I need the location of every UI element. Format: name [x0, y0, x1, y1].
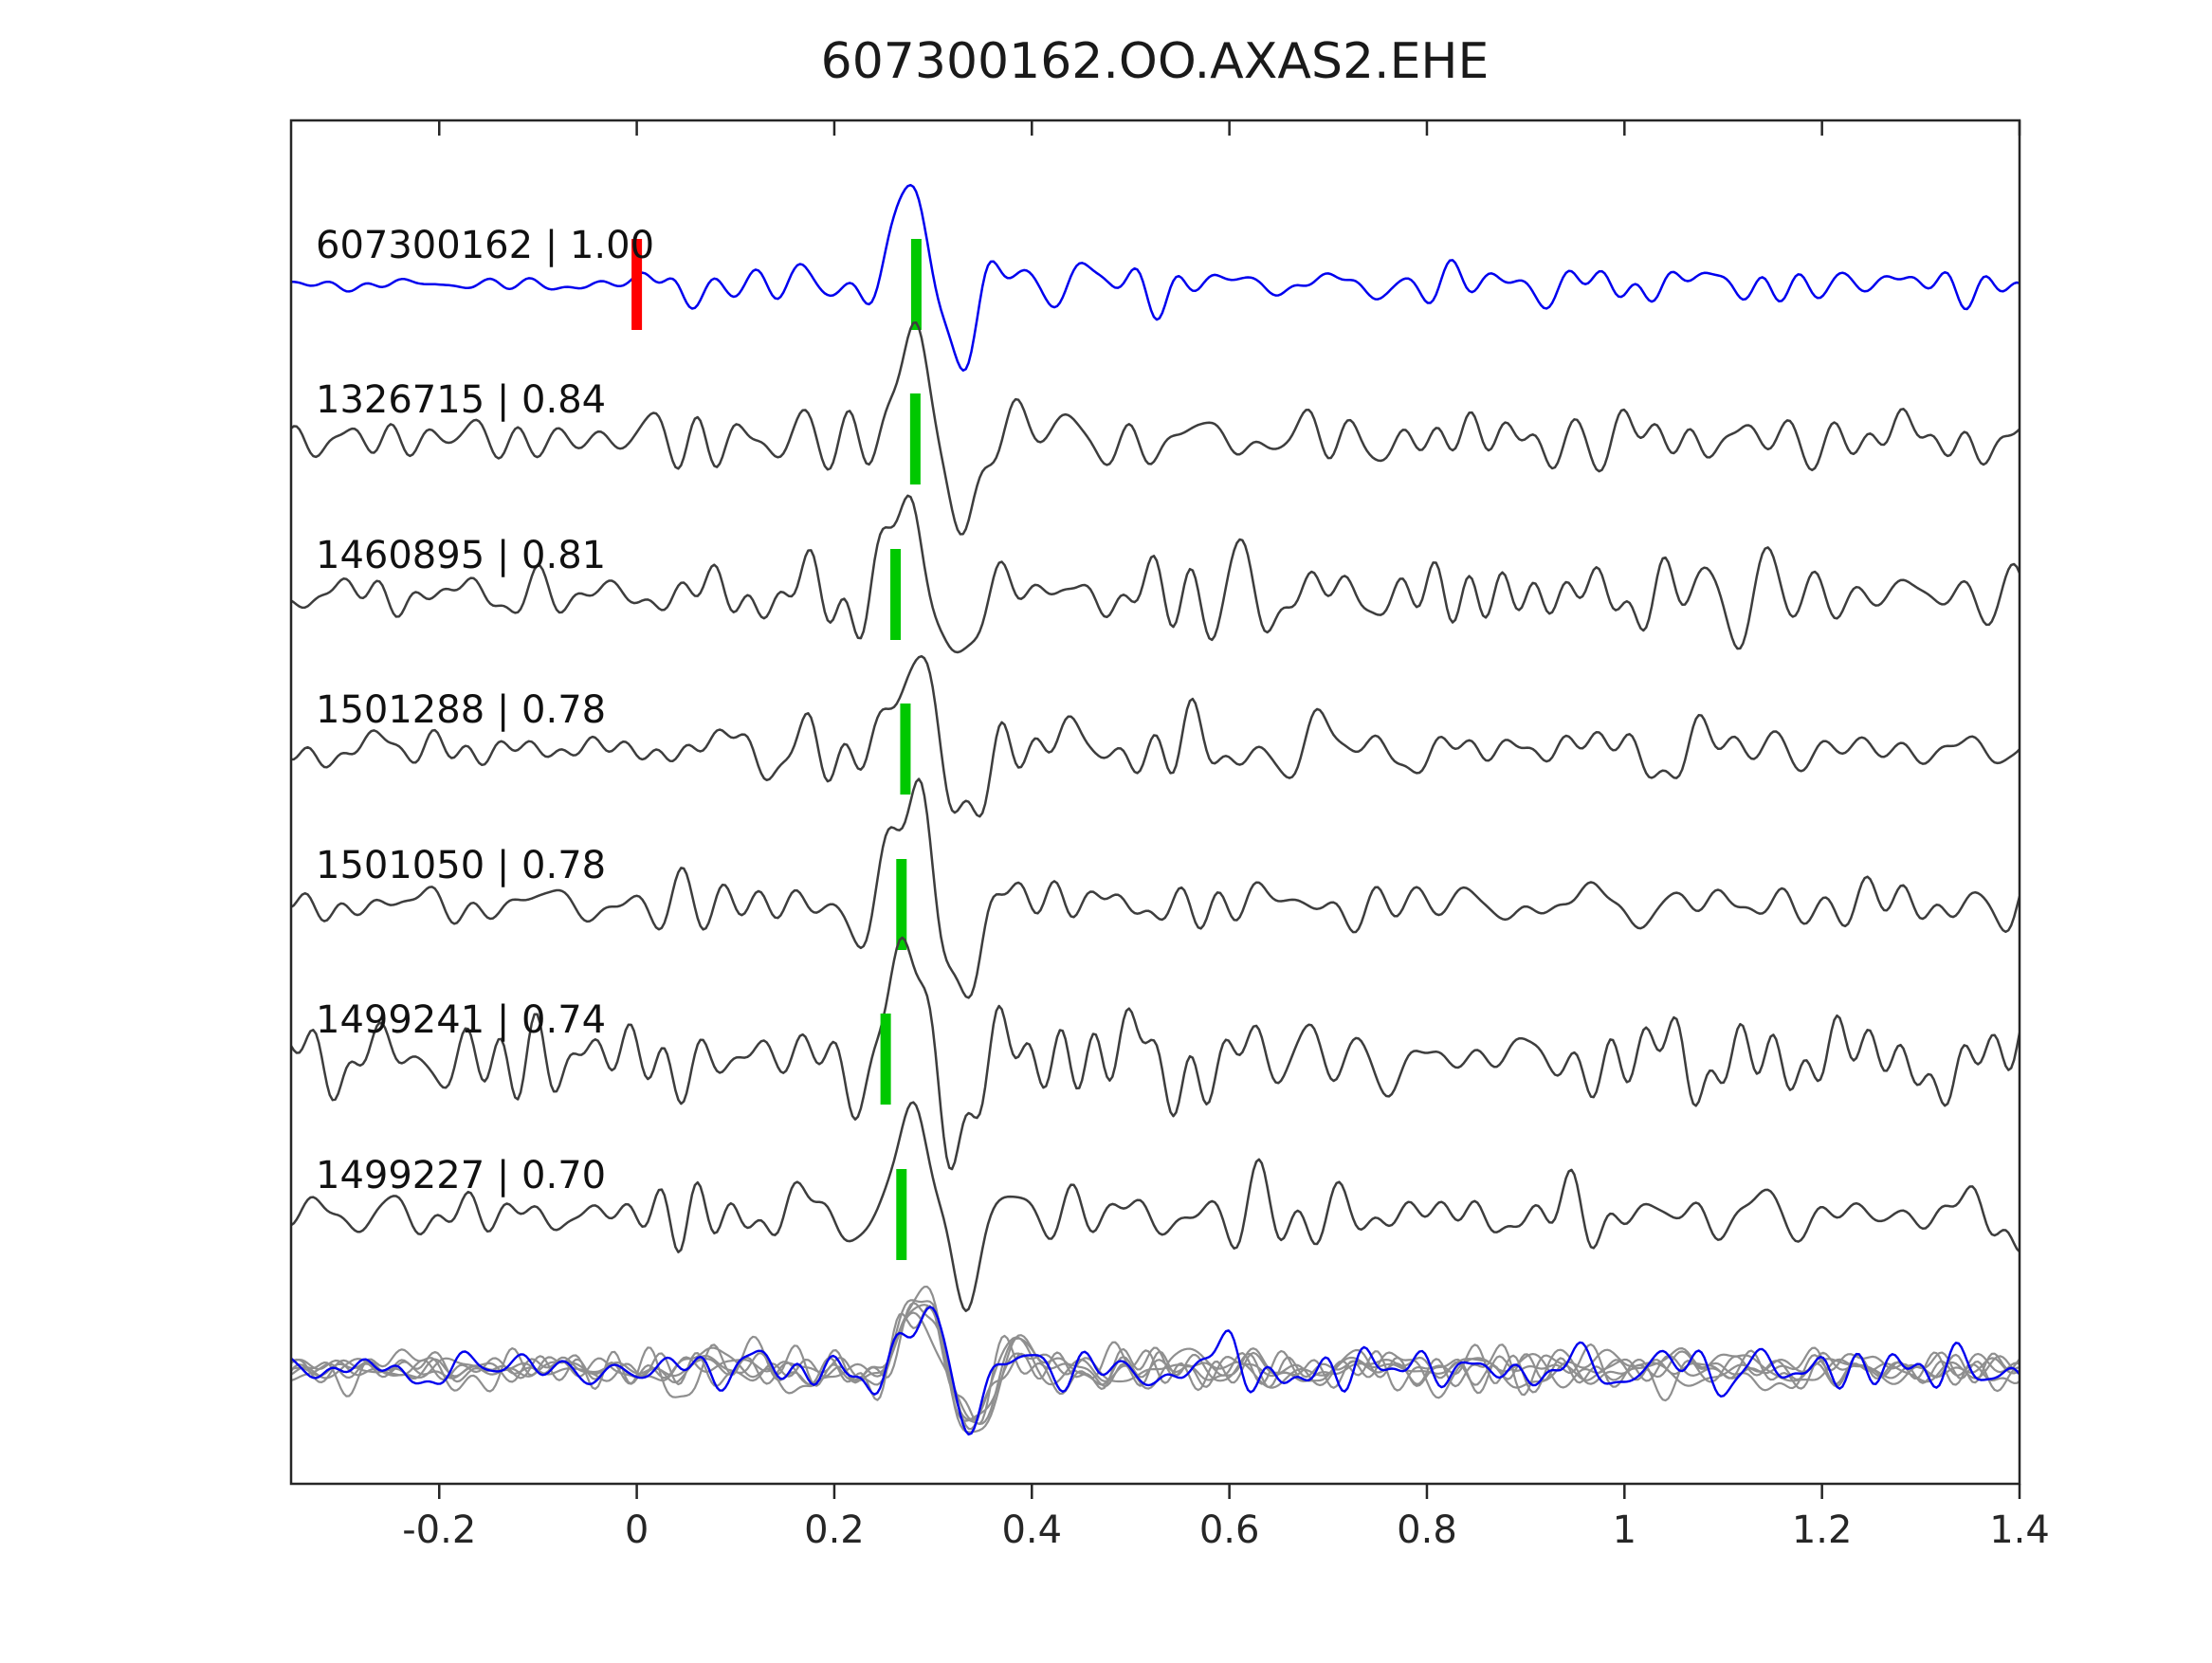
match-trace — [291, 654, 2020, 818]
pick-marker — [909, 393, 921, 484]
match-trace — [291, 936, 2020, 1171]
pick-marker — [890, 549, 902, 640]
trace-label: 1501288 | 0.78 — [316, 688, 606, 732]
plot-title: 607300162.OO.AXAS2.EHE — [821, 33, 1490, 90]
x-tick-label: 0.4 — [1001, 1508, 1062, 1552]
trace-label: 1326715 | 0.84 — [316, 378, 606, 422]
x-tick-label: 1.2 — [1792, 1508, 1853, 1552]
pick-marker — [880, 1014, 891, 1105]
template-trace — [291, 183, 2020, 372]
match-trace — [291, 1101, 2020, 1312]
pick-marker — [896, 859, 907, 950]
axes-frame — [289, 119, 2021, 1486]
match-trace — [291, 777, 2020, 999]
pick-marker — [896, 1169, 907, 1260]
overlay-match-trace — [291, 1305, 2020, 1425]
x-tick-label: 1.4 — [1989, 1508, 2050, 1552]
pick-marker — [900, 704, 911, 795]
x-tick-label: 0.2 — [804, 1508, 865, 1552]
x-tick-label: 0 — [625, 1508, 649, 1552]
pick-marker — [910, 239, 922, 330]
x-tick-label: 1 — [1613, 1508, 1636, 1552]
trace-label: 1460895 | 0.81 — [316, 534, 606, 577]
x-tick-label: 0.6 — [1199, 1508, 1260, 1552]
trace-label: 1499241 | 0.74 — [316, 998, 606, 1042]
match-trace — [291, 494, 2020, 654]
overlay-template-trace — [291, 1306, 2020, 1436]
x-tick-label: -0.2 — [402, 1508, 476, 1552]
trace-label: 1499227 | 0.70 — [316, 1154, 606, 1197]
x-tick-label: 0.8 — [1397, 1508, 1457, 1552]
overlay-match-trace — [291, 1285, 2020, 1422]
plot-content: 607300162 | 1.00 1326715 | 0.84 1460895 | … — [289, 119, 2050, 1552]
match-trace — [291, 320, 2020, 536]
trace-label: 1501050 | 0.78 — [316, 844, 606, 887]
reference-pick-marker — [631, 239, 643, 330]
trace-label: 607300162 | 1.00 — [316, 224, 654, 267]
